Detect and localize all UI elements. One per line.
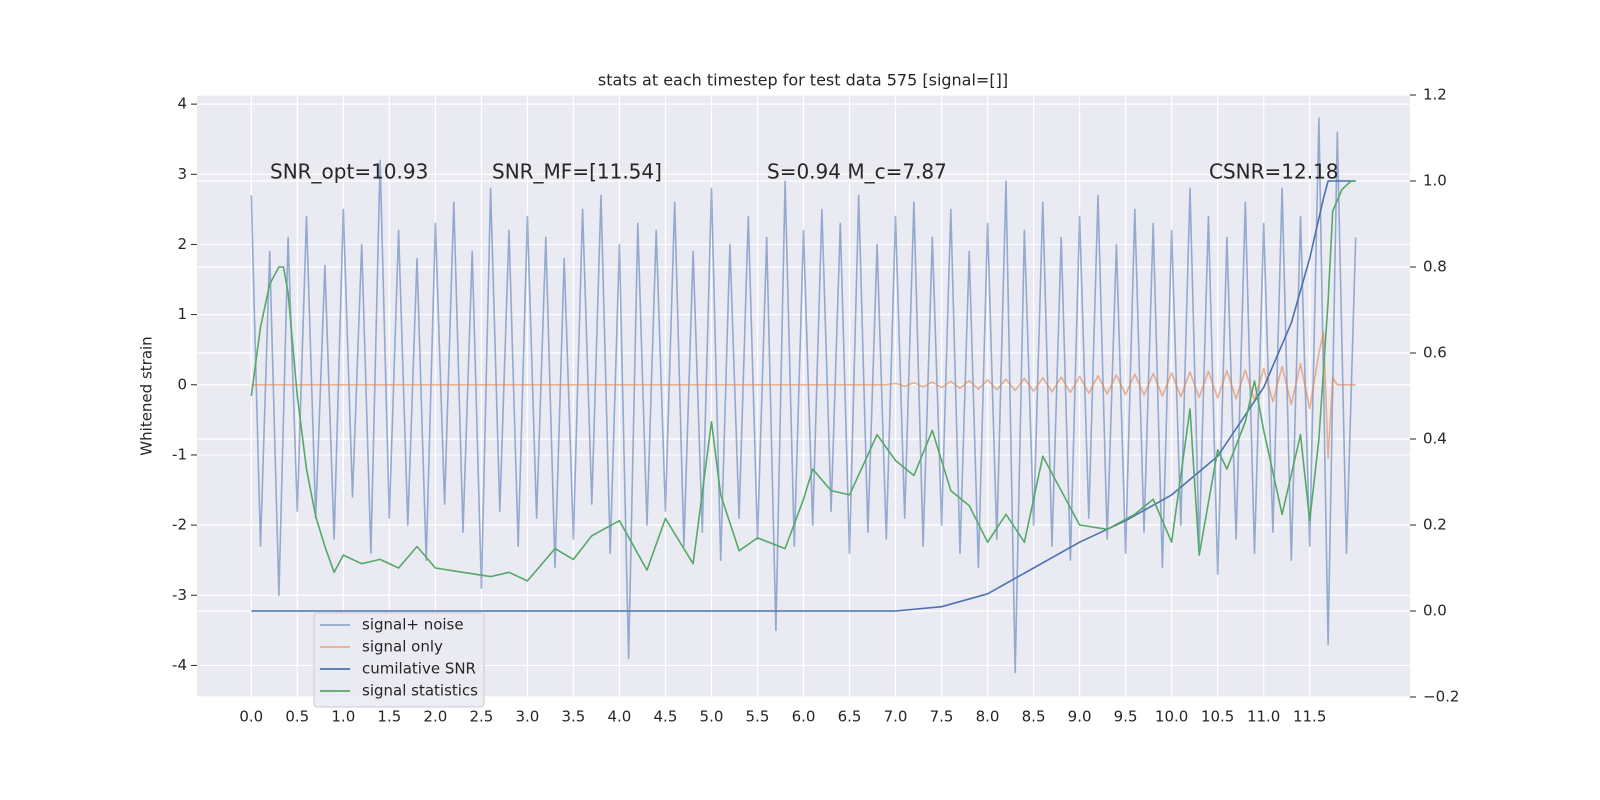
annotation: CSNR=12.18 — [1209, 160, 1339, 184]
series-line — [250, 117, 1357, 674]
marks — [250, 117, 1357, 674]
legend-label: signal+ noise — [362, 616, 464, 634]
x-tick-label: 8.5 — [1022, 708, 1046, 726]
y2-tick-label: 0.6 — [1423, 344, 1447, 362]
x-tick-label: 10.5 — [1201, 708, 1234, 726]
x-tick-label: 9.0 — [1068, 708, 1092, 726]
annotation: SNR_opt=10.93 — [270, 160, 428, 184]
annotation: S=0.94 M_c=7.87 — [767, 160, 947, 184]
y-tick-label: -1 — [172, 445, 187, 463]
x-tick-label: 1.0 — [331, 708, 355, 726]
legend-label: signal statistics — [362, 682, 478, 700]
x-tick-label: 5.0 — [700, 708, 724, 726]
y2-tick-label: 0.8 — [1423, 258, 1447, 276]
x-tick-label: 1.5 — [377, 708, 401, 726]
x-tick-label: 5.5 — [746, 708, 770, 726]
y-tick-label: -4 — [172, 656, 187, 674]
overlay: 0.0 0.5 1.0 1.5 2.0 2.5 3.0 3.5 4.0 4.5 5.0 5.5 6.0 6… — [172, 86, 1459, 726]
legend-label: signal only — [362, 638, 443, 656]
x-tick-label: 6.0 — [792, 708, 816, 726]
x-tick-label: 2.5 — [469, 708, 493, 726]
y-axis-label: Whitened strain — [138, 336, 156, 455]
y-tick-label: -3 — [172, 586, 187, 604]
series-line — [251, 331, 1356, 460]
legend-box — [313, 612, 485, 708]
x-tick-label: 4.5 — [654, 708, 678, 726]
y2-tick-label: 0.0 — [1423, 602, 1447, 620]
x-tick-label: 0.5 — [285, 708, 309, 726]
y-tick-label: 3 — [177, 165, 187, 183]
legend: signal+ noise signal only cumilative SNR si… — [313, 612, 485, 708]
x-tick-label: 11.0 — [1247, 708, 1280, 726]
x-tick-label: 11.5 — [1293, 708, 1326, 726]
y-tick-label: 0 — [177, 375, 187, 393]
y2-tick-label: 1.0 — [1423, 172, 1447, 190]
y2-tick-label: 0.2 — [1423, 516, 1447, 534]
x-tick-label: 0.0 — [239, 708, 263, 726]
y2-tick-label: −0.2 — [1423, 688, 1459, 706]
x-tick-label: 3.5 — [561, 708, 585, 726]
x-tick-label: 7.0 — [884, 708, 908, 726]
x-tick-label: 3.0 — [515, 708, 539, 726]
x-tick-label: 2.0 — [423, 708, 447, 726]
y-tick-label: 2 — [177, 235, 187, 253]
grid — [197, 94, 1410, 698]
x-tick-label: 7.5 — [930, 708, 954, 726]
y-tick-label: 4 — [177, 95, 187, 113]
chart-title: stats at each timestep for test data 575… — [598, 71, 1008, 90]
x-tick-label: 10.0 — [1155, 708, 1188, 726]
x-tick-label: 6.5 — [838, 708, 862, 726]
y2-tick-label: 0.4 — [1423, 430, 1447, 448]
y-tick-label: 1 — [177, 305, 187, 323]
x-tick-label: 9.5 — [1114, 708, 1138, 726]
y2-tick-label: 1.2 — [1423, 86, 1447, 104]
x-tick-label: 8.0 — [976, 708, 1000, 726]
legend-label: cumilative SNR — [362, 660, 476, 678]
x-tick-label: 4.0 — [608, 708, 632, 726]
series-line — [251, 180, 1356, 612]
series-line — [250, 180, 1356, 582]
annotation: SNR_MF=[11.54] — [492, 160, 662, 184]
y-tick-label: -2 — [172, 516, 187, 534]
